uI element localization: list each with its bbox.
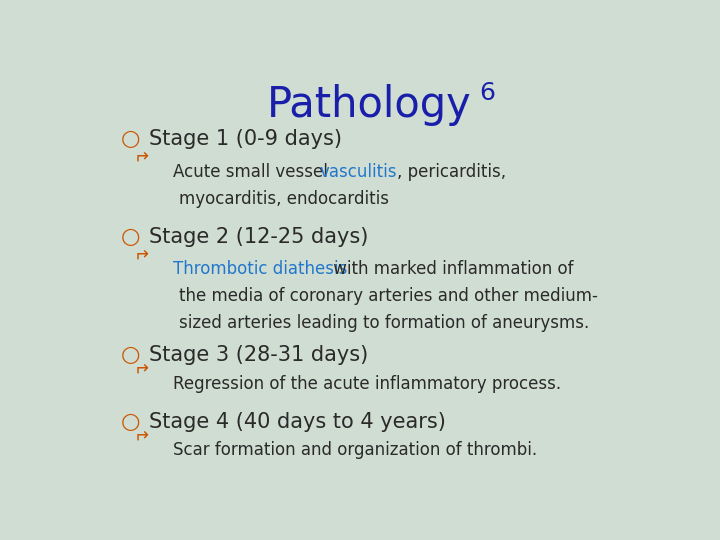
Text: Regression of the acute inflammatory process.: Regression of the acute inflammatory pro…: [173, 375, 561, 393]
Text: ↵: ↵: [133, 242, 148, 260]
Text: ○: ○: [121, 227, 140, 247]
Text: Stage 1 (0-9 days): Stage 1 (0-9 days): [148, 129, 341, 149]
Text: sized arteries leading to formation of aneurysms.: sized arteries leading to formation of a…: [179, 314, 590, 332]
Text: Scar formation and organization of thrombi.: Scar formation and organization of throm…: [173, 441, 536, 459]
Text: Stage 4 (40 days to 4 years): Stage 4 (40 days to 4 years): [148, 412, 446, 432]
Text: Thrombotic diathesis: Thrombotic diathesis: [173, 260, 347, 278]
Text: Pathology: Pathology: [266, 84, 472, 125]
Text: the media of coronary arteries and other medium-: the media of coronary arteries and other…: [179, 287, 598, 305]
Text: Stage 2 (12-25 days): Stage 2 (12-25 days): [148, 227, 368, 247]
Text: vasculitis: vasculitis: [320, 163, 397, 180]
Text: , pericarditis,: , pericarditis,: [397, 163, 506, 180]
Text: ↵: ↵: [133, 145, 148, 163]
Text: ↵: ↵: [133, 356, 148, 375]
Text: 6: 6: [479, 82, 495, 105]
Text: ○: ○: [121, 346, 140, 366]
Text: ↵: ↵: [133, 423, 148, 441]
Text: myocarditis, endocarditis: myocarditis, endocarditis: [179, 190, 390, 207]
Text: ○: ○: [121, 129, 140, 149]
Text: ○: ○: [121, 412, 140, 432]
Text: Acute small vessel: Acute small vessel: [173, 163, 333, 180]
Text: with marked inflammation of: with marked inflammation of: [328, 260, 573, 278]
Text: Stage 3 (28-31 days): Stage 3 (28-31 days): [148, 346, 368, 366]
